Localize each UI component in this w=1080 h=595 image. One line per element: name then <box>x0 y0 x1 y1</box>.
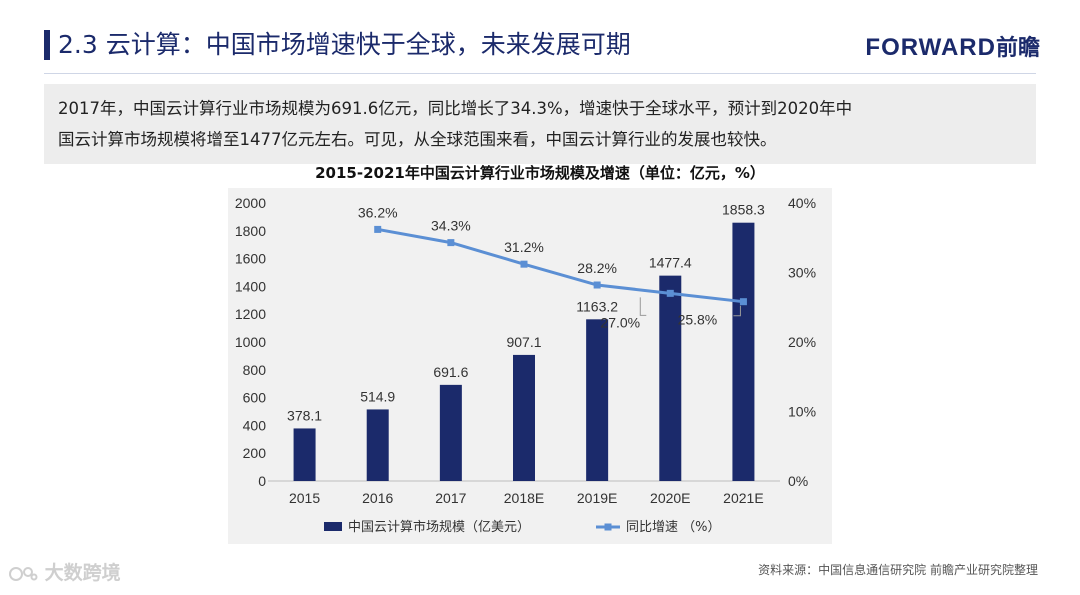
bar <box>293 428 316 481</box>
y-left-tick-label: 1800 <box>235 223 266 239</box>
line-marker <box>374 225 382 233</box>
bar <box>659 275 682 481</box>
y-right-tick-label: 10% <box>788 404 816 420</box>
line-data-label: 34.3% <box>431 218 471 234</box>
y-left-tick-label: 400 <box>243 417 267 433</box>
intro-box: 2017年，中国云计算行业市场规模为691.6亿元，同比增长了34.3%，增速快… <box>44 84 1036 164</box>
x-tick-label: 2020E <box>650 490 690 506</box>
growth-line <box>377 227 744 304</box>
bar-data-label: 691.6 <box>433 364 468 380</box>
forward-logo: FORWARD前瞻 <box>865 30 1040 62</box>
bar <box>732 222 755 482</box>
intro-line-2: 国云计算市场规模将增至1477亿元左右。可见，从全球范围来看，中国云计算行业的发… <box>58 130 777 149</box>
y-left-tick-label: 200 <box>243 445 267 461</box>
line-data-label: 27.0% <box>600 314 640 330</box>
y-left-tick-label: 2000 <box>235 195 266 211</box>
legend-line-marker <box>604 523 612 531</box>
line-marker <box>447 239 455 247</box>
line-data-label: 36.2% <box>358 204 398 220</box>
y-right-tick-label: 0% <box>788 473 808 489</box>
bar-data-label: 907.1 <box>506 334 541 350</box>
intro-line-1: 2017年，中国云计算行业市场规模为691.6亿元，同比增长了34.3%，增速快… <box>58 99 853 118</box>
bar-data-label: 1477.4 <box>649 255 692 271</box>
line-marker <box>593 281 601 289</box>
y-left-tick-label: 600 <box>243 390 267 406</box>
brand-logo-icon <box>9 566 38 581</box>
title-divider <box>44 73 1036 74</box>
y-left-tick-label: 1600 <box>235 251 266 267</box>
bar-data-label: 1858.3 <box>722 202 765 218</box>
x-tick-label: 2018E <box>504 490 544 506</box>
label-leader-line <box>639 297 647 316</box>
line-data-label: 28.2% <box>577 260 617 276</box>
y-right-tick-label: 30% <box>788 265 816 281</box>
watermark-brand: 大数跨境 <box>8 558 121 585</box>
y-left-tick-label: 1200 <box>235 306 266 322</box>
legend-bar-swatch <box>324 522 342 531</box>
line-data-label: 25.8% <box>678 312 718 328</box>
bar-data-label: 514.9 <box>360 388 395 404</box>
source-note: 资料来源：中国信息通信研究院 前瞻产业研究院整理 <box>758 563 1038 577</box>
logo-chinese: 前瞻 <box>995 36 1040 61</box>
line-marker <box>520 260 528 268</box>
y-left-tick-label: 0 <box>258 473 266 489</box>
x-tick-label: 2019E <box>577 490 617 506</box>
bar-data-label: 378.1 <box>287 407 322 423</box>
bar <box>586 319 609 481</box>
label-leader-line <box>733 305 741 317</box>
bar <box>513 354 535 481</box>
title-accent-bar <box>44 30 50 60</box>
chart-title: 2015-2021年中国云计算行业市场规模及增速（单位：亿元，%） <box>315 164 765 182</box>
x-tick-label: 2017 <box>435 490 466 506</box>
legend-line-label: 同比增速 （%） <box>626 520 721 535</box>
line-marker <box>666 289 674 297</box>
bar <box>439 384 462 481</box>
line-marker <box>739 298 747 306</box>
y-left-tick-label: 1400 <box>235 278 266 294</box>
y-left-tick-label: 800 <box>243 362 267 378</box>
y-right-tick-label: 20% <box>788 334 816 350</box>
bar-data-label: 1163.2 <box>576 298 618 314</box>
x-tick-label: 2015 <box>289 490 320 506</box>
title-bar: 2.3 云计算：中国市场增速快于全球，未来发展可期 FORWARD前瞻 <box>0 0 1080 82</box>
logo-wordmark: FORWARD <box>865 34 996 61</box>
watermark-text: 大数跨境 <box>44 562 121 584</box>
page-title: 2.3 云计算：中国市场增速快于全球，未来发展可期 <box>58 30 631 59</box>
legend-bar-label: 中国云计算市场规模（亿美元） <box>348 519 530 535</box>
line-data-label: 31.2% <box>504 239 544 255</box>
x-tick-label: 2016 <box>362 490 393 506</box>
x-tick-label: 2021E <box>723 490 763 506</box>
y-left-tick-label: 1000 <box>235 334 266 350</box>
bar <box>366 409 389 481</box>
y-right-tick-label: 40% <box>788 195 816 211</box>
